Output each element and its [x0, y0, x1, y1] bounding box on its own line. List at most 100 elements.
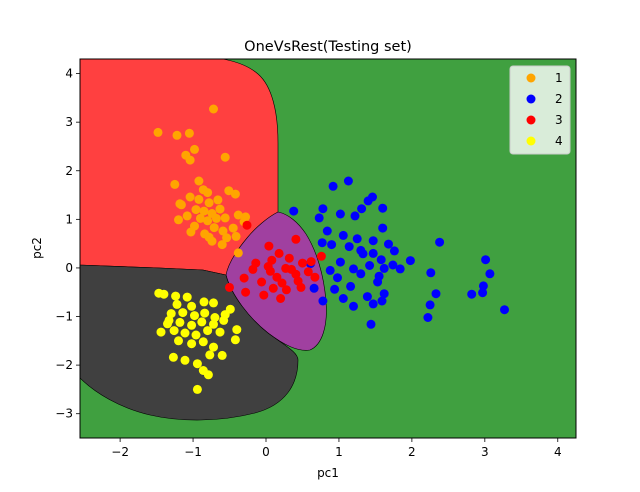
point-class-2	[358, 249, 368, 259]
point-class-2	[368, 248, 378, 258]
point-class-1	[186, 227, 196, 237]
point-class-4	[203, 326, 213, 336]
point-class-4	[215, 327, 225, 337]
point-class-4	[232, 325, 242, 335]
point-class-1	[199, 206, 209, 216]
point-class-1	[207, 236, 217, 246]
point-class-2	[426, 268, 436, 278]
y-axis: −3 −2 −1 0 1 2 3 4	[55, 67, 80, 421]
point-class-2	[431, 289, 441, 299]
point-class-1	[228, 223, 238, 233]
point-class-1	[185, 155, 195, 165]
point-class-1	[231, 231, 241, 241]
point-class-2	[377, 296, 387, 306]
point-class-2	[478, 281, 488, 291]
point-class-2	[388, 260, 398, 270]
point-class-3	[268, 283, 278, 293]
point-class-1	[200, 229, 210, 239]
point-class-3	[242, 220, 252, 230]
legend-label-1: 1	[555, 71, 563, 85]
x-tick-label: −1	[184, 445, 202, 459]
point-class-2	[389, 246, 399, 256]
point-class-2	[485, 269, 495, 279]
point-class-2	[363, 196, 373, 206]
point-class-2	[378, 223, 388, 233]
point-class-4	[191, 330, 201, 340]
point-class-4	[199, 297, 209, 307]
point-class-4	[209, 298, 218, 308]
point-class-1	[209, 223, 219, 233]
point-class-1	[190, 144, 199, 154]
point-class-2	[378, 203, 388, 213]
point-class-2	[405, 256, 415, 266]
point-class-4	[171, 291, 181, 301]
point-class-2	[481, 255, 491, 265]
legend-label-4: 4	[555, 134, 563, 148]
point-class-2	[349, 264, 358, 274]
point-class-2	[338, 230, 348, 240]
point-class-2	[317, 238, 327, 248]
point-class-1	[222, 233, 232, 243]
point-class-2	[356, 269, 366, 279]
point-class-1	[233, 248, 243, 258]
point-class-2	[335, 209, 345, 219]
point-class-2	[322, 226, 332, 236]
point-class-4	[156, 327, 166, 337]
point-class-2	[289, 206, 299, 216]
point-class-1	[203, 216, 213, 226]
point-class-4	[203, 370, 213, 380]
point-class-3	[316, 251, 326, 261]
x-tick-label: −2	[111, 445, 129, 459]
x-tick-label: 3	[481, 445, 489, 459]
point-class-2	[395, 264, 405, 274]
point-class-1	[172, 130, 182, 140]
point-class-1	[230, 189, 240, 199]
point-class-1	[195, 213, 205, 223]
point-class-4	[178, 308, 188, 318]
point-class-2	[325, 265, 335, 275]
y-tick-label: 3	[65, 115, 73, 129]
point-class-3	[276, 294, 286, 303]
point-class-2	[379, 289, 389, 299]
point-class-2	[467, 289, 477, 299]
point-class-3	[277, 278, 287, 288]
y-axis-label: pc2	[30, 237, 44, 259]
y-tick-label: −3	[55, 407, 73, 421]
point-class-1	[209, 104, 218, 114]
point-class-2	[335, 257, 345, 267]
point-class-4	[172, 299, 182, 309]
point-class-2	[500, 305, 509, 315]
point-class-2	[328, 181, 338, 191]
point-class-4	[174, 336, 183, 346]
point-class-4	[166, 309, 176, 319]
plot-frame	[79, 58, 577, 439]
point-class-4	[182, 292, 192, 302]
point-class-4	[168, 352, 178, 362]
point-class-3	[264, 241, 274, 251]
point-class-3	[306, 257, 316, 267]
point-class-2	[376, 255, 386, 265]
point-class-2	[373, 277, 383, 287]
point-class-3	[263, 262, 273, 271]
y-tick-label: 4	[65, 67, 73, 81]
point-class-3	[257, 277, 267, 287]
point-class-2	[368, 299, 378, 309]
point-class-2	[435, 237, 445, 247]
x-axis: −2 −1 0 1 2 3 4	[111, 438, 562, 459]
point-class-1	[215, 204, 225, 214]
point-class-2	[338, 294, 348, 303]
point-class-3	[281, 285, 291, 295]
point-class-3	[225, 282, 234, 292]
point-class-3	[296, 282, 306, 292]
point-class-4	[197, 317, 207, 327]
point-class-1	[184, 128, 194, 138]
point-class-1	[153, 127, 163, 137]
point-class-4	[190, 311, 199, 321]
point-class-1	[191, 205, 201, 215]
point-class-4	[163, 319, 172, 329]
point-class-2	[365, 261, 375, 270]
legend-label-2: 2	[555, 92, 563, 106]
y-tick-label: 2	[65, 164, 73, 178]
point-class-4	[192, 359, 202, 369]
